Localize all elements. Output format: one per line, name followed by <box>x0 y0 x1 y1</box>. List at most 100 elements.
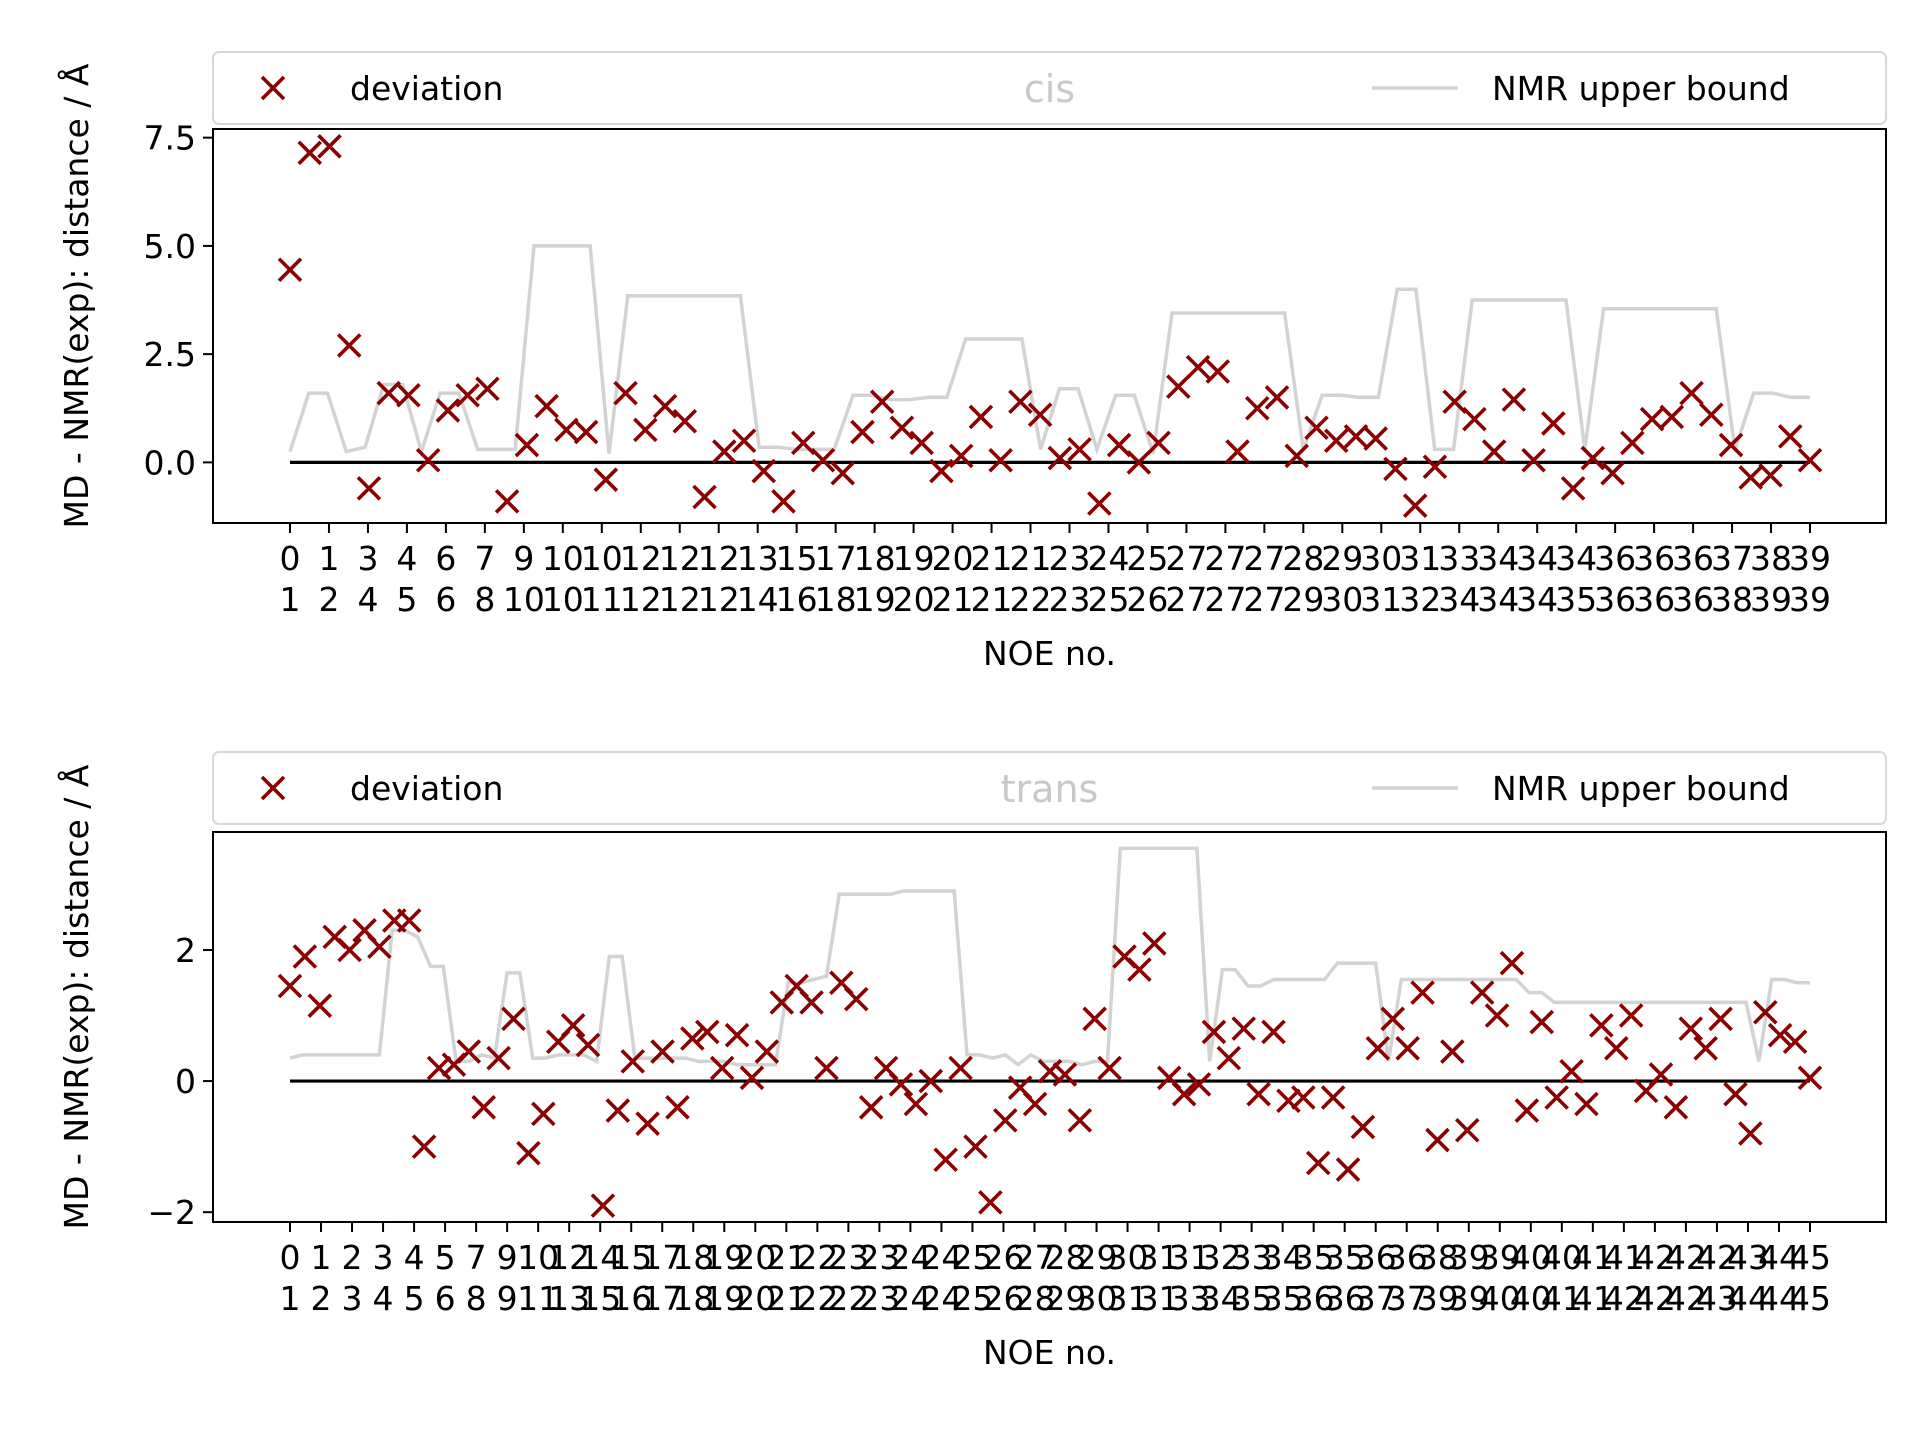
x-tick-label: 27 <box>1165 539 1207 578</box>
chart-title: cis <box>1024 67 1075 111</box>
deviation-point <box>1027 402 1053 428</box>
deviation-point <box>790 430 816 456</box>
deviation-point <box>1231 1016 1257 1041</box>
x-tick-label: 35 <box>1324 1238 1366 1277</box>
deviation-point <box>933 1147 958 1173</box>
x-tick-label: 12 <box>698 580 740 619</box>
deviation-point <box>1501 387 1527 412</box>
deviation-point <box>1410 980 1435 1005</box>
x-tick-label: 0 <box>280 539 301 578</box>
deviation-point <box>1782 1029 1808 1055</box>
x-tick-label: 22 <box>796 1238 838 1277</box>
deviation-point <box>672 408 698 434</box>
x-tick-label: 38 <box>1417 1238 1459 1277</box>
x-tick-label: 20 <box>893 580 935 619</box>
x-tick-label: 4 <box>357 580 378 619</box>
trans-panel: −202011223344556789910111213141515161717… <box>56 751 1887 1372</box>
x-tick-label: 30 <box>1107 1238 1149 1277</box>
deviation-point <box>1758 463 1783 488</box>
deviation-point <box>1127 957 1152 982</box>
deviation-point <box>356 476 382 501</box>
deviation-point <box>963 1134 988 1159</box>
deviation-point <box>1067 1108 1093 1133</box>
x-tick-label: 29 <box>1045 1279 1087 1318</box>
y-tick-label: 2 <box>175 931 196 970</box>
x-tick-label: 11 <box>581 580 623 619</box>
deviation-point <box>1052 1062 1078 1087</box>
deviation-point <box>888 1072 914 1097</box>
deviation-point <box>411 1134 437 1159</box>
deviation-point <box>1350 1114 1376 1140</box>
deviation-point <box>1022 1091 1048 1117</box>
deviation-point <box>277 973 303 999</box>
x-tick-label: 21 <box>1010 539 1052 578</box>
x-tick-label: 28 <box>1013 1279 1055 1318</box>
x-tick-label: 21 <box>971 580 1013 619</box>
deviation-point <box>680 1026 705 1051</box>
x-tick-label: 35 <box>1293 1238 1335 1277</box>
x-tick-label: 41 <box>1572 1279 1614 1318</box>
deviation-point <box>501 1006 526 1032</box>
deviation-point <box>554 417 579 443</box>
deviation-point <box>858 1095 884 1120</box>
deviation-point <box>1126 450 1152 475</box>
x-tick-label: 12 <box>620 580 662 619</box>
x-tick-label: 35 <box>1555 580 1597 619</box>
x-tick-label: 5 <box>435 1238 456 1277</box>
deviation-point <box>1484 1003 1510 1028</box>
deviation-point <box>692 484 717 510</box>
deviation-point <box>1171 1081 1197 1107</box>
x-tick-label: 24 <box>889 1238 931 1277</box>
x-tick-label: 34 <box>1477 580 1519 619</box>
x-tick-label: 30 <box>1321 580 1363 619</box>
deviation-point <box>1323 428 1349 454</box>
deviation-point <box>1246 1081 1271 1107</box>
deviation-point <box>376 380 401 406</box>
x-tick-label: 31 <box>1107 1279 1149 1318</box>
x-tick-label: 17 <box>641 1279 683 1318</box>
x-tick-label: 1 <box>280 580 301 619</box>
deviation-point <box>455 383 480 408</box>
deviation-point <box>1454 1117 1480 1143</box>
x-tick-label: 12 <box>659 539 701 578</box>
x-tick-label: 21 <box>765 1238 807 1277</box>
x-tick-label: 43 <box>1696 1279 1738 1318</box>
x-tick-label: 41 <box>1603 1238 1645 1277</box>
x-tick-label: 23 <box>858 1279 900 1318</box>
x-tick-label: 39 <box>1750 580 1792 619</box>
x-tick-label: 39 <box>1448 1238 1490 1277</box>
deviation-point <box>1082 1006 1107 1032</box>
x-tick-label: 38 <box>1711 580 1753 619</box>
x-tick-label: 34 <box>1477 539 1519 578</box>
y-tick-label: 2.5 <box>144 335 196 374</box>
x-tick-label: 18 <box>815 580 857 619</box>
x-tick-label: 44 <box>1758 1238 1800 1277</box>
deviation-point <box>613 380 638 406</box>
deviation-point <box>307 993 333 1018</box>
x-tick-label: 18 <box>672 1238 714 1277</box>
x-tick-label: 13 <box>737 539 779 578</box>
deviation-point <box>277 257 303 282</box>
x-axis-label: NOE no. <box>983 1333 1116 1372</box>
x-tick-label: 33 <box>1231 1238 1273 1277</box>
x-tick-label: 18 <box>672 1279 714 1318</box>
x-tick-label: 23 <box>1048 580 1090 619</box>
deviation-point <box>1648 1062 1674 1087</box>
x-tick-label: 2 <box>342 1238 363 1277</box>
deviation-point <box>1440 1039 1465 1064</box>
deviation-point <box>814 1055 839 1081</box>
deviation-point <box>830 460 855 486</box>
deviation-point <box>1560 476 1586 501</box>
deviation-point <box>1541 411 1566 436</box>
deviation-point <box>869 389 895 415</box>
x-tick-label: 42 <box>1603 1279 1645 1318</box>
deviation-point <box>1422 454 1448 479</box>
deviation-point <box>1067 437 1092 462</box>
deviation-point <box>1008 389 1033 415</box>
x-tick-label: 34 <box>1200 1279 1242 1318</box>
x-tick-label: 27 <box>1204 580 1246 619</box>
legend-deviation-label: deviation <box>350 769 503 808</box>
x-tick-label: 29 <box>1076 1238 1118 1277</box>
deviation-point <box>1481 439 1507 464</box>
x-tick-label: 24 <box>920 1279 962 1318</box>
